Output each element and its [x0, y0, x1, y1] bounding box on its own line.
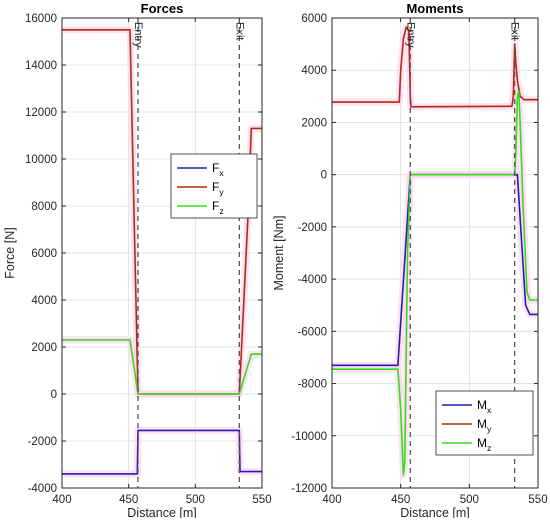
- y-axis-label: Force [N]: [3, 227, 17, 278]
- panel-forces: Entry Exit 400 450 500 550 -4000 -2000 0 2000 4000…: [3, 1, 272, 520]
- y-tick-label: -2000: [28, 436, 57, 448]
- marker-label-exit: Exit: [509, 22, 521, 40]
- legend-box: [170, 153, 258, 219]
- series-line-mz: [332, 90, 538, 476]
- x-tick-label: 550: [252, 494, 271, 506]
- legend-label-subscript: x: [487, 405, 492, 415]
- y-tick-label: 16000: [25, 13, 57, 25]
- y-tick-label: -4000: [28, 483, 57, 495]
- y-tick-label: -4000: [298, 274, 327, 286]
- series-line-mx: [332, 173, 538, 367]
- y-tick-label: 6000: [31, 248, 57, 260]
- axes-box: [331, 17, 539, 489]
- legend-label-subscript: y: [219, 187, 224, 197]
- legend-label-fz: Fz: [212, 199, 224, 216]
- x-tick-label: 500: [186, 494, 205, 506]
- x-tick-label: 550: [528, 494, 547, 506]
- y-tick-label: 0: [51, 389, 57, 401]
- y-tick-label: 6000: [301, 13, 327, 25]
- y-tick-label: 14000: [25, 60, 57, 72]
- x-tick-label: 400: [322, 494, 341, 506]
- y-tick-label: -12000: [291, 483, 327, 495]
- y-tick-label: -10000: [291, 431, 327, 443]
- y-tick-label: 2000: [301, 117, 327, 129]
- x-axis-label: Distance [m]: [127, 506, 196, 518]
- legend-label-subscript: z: [487, 443, 491, 453]
- x-axis-label: Distance [m]: [400, 506, 469, 518]
- y-tick-label: -6000: [298, 326, 327, 338]
- x-tick-label: 450: [119, 494, 138, 506]
- chart-title: Forces: [141, 1, 184, 16]
- legend-label-subscript: y: [487, 424, 492, 434]
- y-tick-label: 12000: [25, 107, 57, 119]
- marker-label-entry: Entry: [404, 22, 416, 48]
- y-tick-label: 4000: [31, 295, 57, 307]
- y-tick-label: 4000: [301, 65, 327, 77]
- y-tick-label: -8000: [298, 379, 327, 391]
- marker-label-exit: Exit: [233, 22, 245, 40]
- y-tick-label: 10000: [25, 154, 57, 166]
- legend-label-subscript: z: [219, 206, 223, 216]
- y-tick-label: -2000: [298, 222, 327, 234]
- marker-label-entry: Entry: [132, 22, 144, 48]
- y-tick-label: 2000: [31, 342, 57, 354]
- y-axis-label: Moment [Nm]: [272, 215, 286, 290]
- legend-box: [435, 390, 534, 456]
- legend-label-subscript: x: [219, 168, 224, 178]
- panel-moments: Entry Exit 400 450 500 550 -12000 -10000 -8000 -6…: [272, 1, 548, 520]
- x-tick-label: 400: [52, 494, 71, 506]
- y-tick-label: 8000: [31, 201, 57, 213]
- series-line-fz: [62, 339, 262, 395]
- series-line-fx: [62, 429, 262, 475]
- y-tick-label: 0: [321, 170, 327, 182]
- x-tick-label: 500: [460, 494, 479, 506]
- chart-title: Moments: [406, 1, 463, 16]
- x-tick-label: 450: [391, 494, 410, 506]
